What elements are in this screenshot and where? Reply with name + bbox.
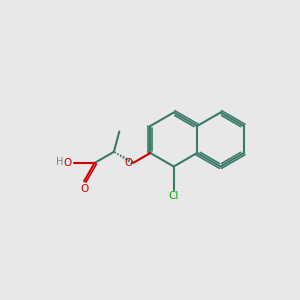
Text: Cl: Cl: [169, 190, 179, 200]
Text: H: H: [56, 157, 63, 167]
Text: O: O: [80, 184, 88, 194]
Text: O: O: [124, 158, 133, 168]
Text: O: O: [64, 158, 72, 168]
